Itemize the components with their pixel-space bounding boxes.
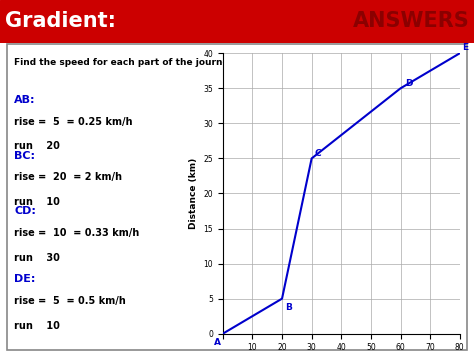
Text: D: D — [405, 78, 412, 88]
Y-axis label: Distance (km): Distance (km) — [189, 158, 198, 229]
Text: run    10: run 10 — [14, 197, 60, 207]
Text: A: A — [214, 338, 221, 347]
Text: C: C — [314, 149, 321, 158]
Text: run    20: run 20 — [14, 141, 60, 152]
Text: AB:: AB: — [14, 95, 36, 105]
Text: rise =  20  = 2 km/h: rise = 20 = 2 km/h — [14, 172, 122, 182]
Text: Gradient:: Gradient: — [5, 11, 116, 31]
Text: rise =  5  = 0.5 km/h: rise = 5 = 0.5 km/h — [14, 296, 126, 306]
Text: E: E — [463, 43, 469, 53]
Text: rise =  5  = 0.25 km/h: rise = 5 = 0.25 km/h — [14, 117, 133, 127]
Text: run    10: run 10 — [14, 321, 60, 331]
Text: rise =  10  = 0.33 km/h: rise = 10 = 0.33 km/h — [14, 228, 139, 238]
Text: run    30: run 30 — [14, 253, 60, 263]
FancyBboxPatch shape — [7, 44, 467, 350]
Text: CD:: CD: — [14, 206, 36, 216]
Text: ANSWERS: ANSWERS — [353, 11, 469, 31]
Text: DE:: DE: — [14, 274, 36, 284]
Text: Find the speed for each part of the journey: Find the speed for each part of the jour… — [14, 58, 235, 67]
Text: BC:: BC: — [14, 151, 35, 161]
Text: B: B — [285, 303, 292, 312]
